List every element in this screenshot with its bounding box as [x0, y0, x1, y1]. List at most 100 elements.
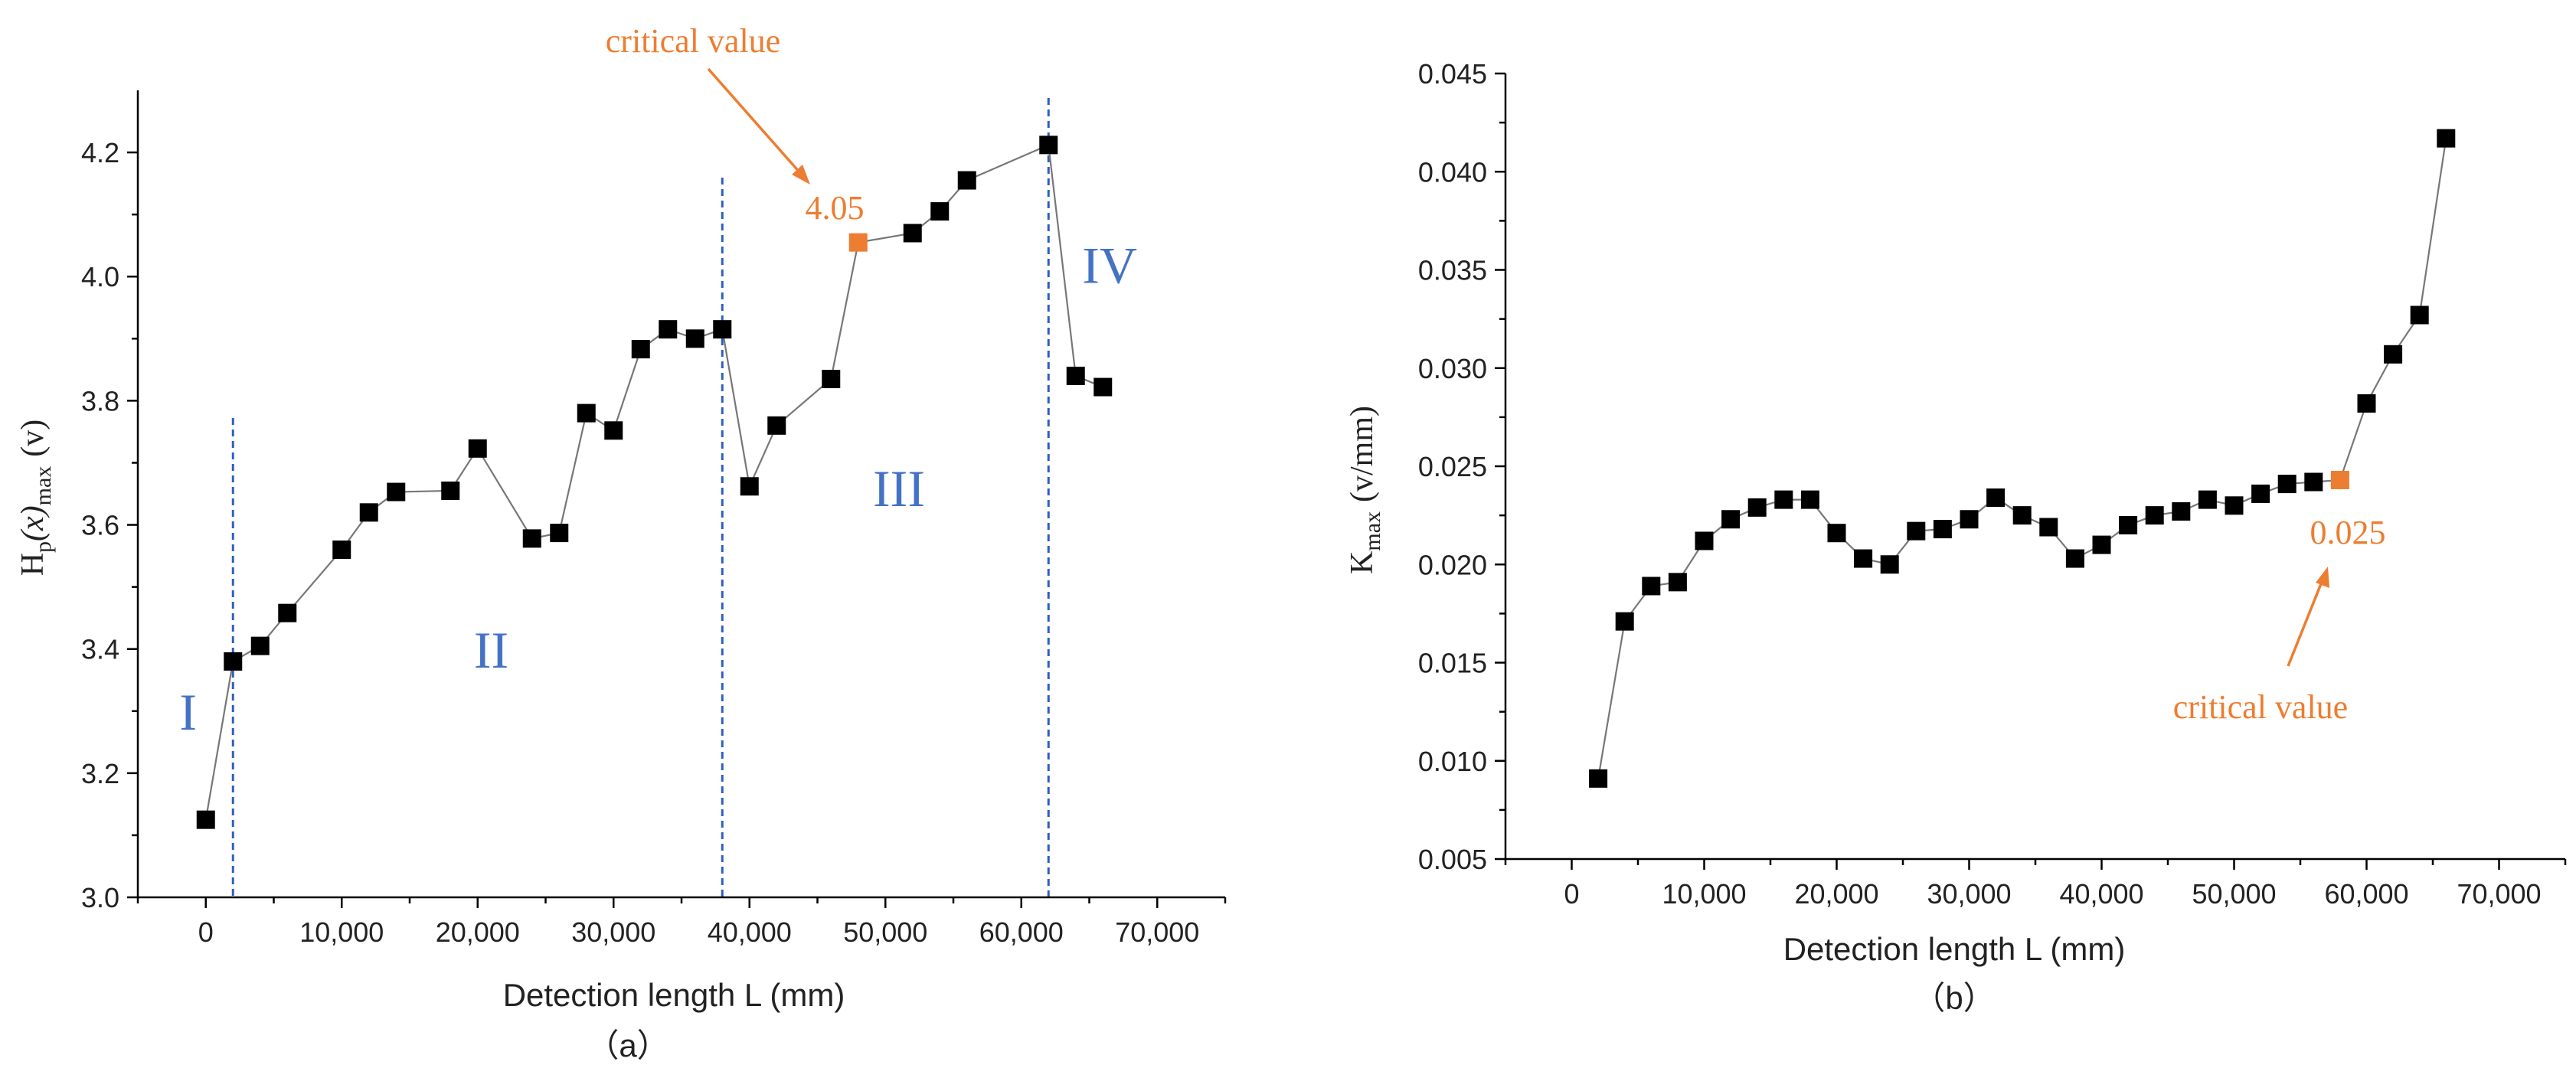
a-caption: （a） [587, 1027, 669, 1063]
a-region-label: IV [1082, 236, 1137, 294]
a-y-axis-title: Hp(x)max (v) [15, 420, 56, 577]
b-y-tick-label: 0.020 [1418, 549, 1487, 580]
a-data-point [278, 603, 297, 622]
b-data-point [1960, 510, 1979, 529]
a-data-point [1093, 377, 1113, 397]
a-critical-point [848, 233, 868, 252]
a-y-tick-label: 3.4 [81, 634, 119, 665]
a-data-point [387, 482, 406, 501]
b-annotation-arrowhead [2316, 567, 2329, 588]
b-data-point [1986, 488, 2006, 508]
b-x-tick-label: 30,000 [1927, 878, 2011, 910]
b-y-axis-title: Kmax (v/mm) [1345, 406, 1385, 574]
b-data-point [1827, 524, 1846, 543]
b-data-point [1695, 531, 1714, 550]
a-data-point [441, 481, 460, 500]
a-data-point [631, 340, 650, 359]
b-y-tick-label: 0.015 [1418, 648, 1487, 679]
b-series-line [1597, 138, 2447, 779]
b-data-point [1907, 521, 1926, 541]
b-data-point [1880, 555, 1899, 574]
a-y-tick-label: 4.0 [81, 261, 119, 292]
a-data-point [1039, 136, 1058, 155]
a-y-tick-label: 3.6 [81, 510, 119, 541]
b-y-tick-label: 0.025 [1418, 451, 1487, 482]
b-y-tick-label: 0.030 [1418, 353, 1487, 384]
b-critical-value-label: 0.025 [2310, 514, 2386, 551]
a-ylabel-paren: (x) [15, 505, 51, 541]
a-x-tick-label: 70,000 [1115, 916, 1199, 948]
a-markers [196, 136, 1113, 829]
b-x-axis-title: Detection length L (mm) [1783, 931, 2126, 967]
a-annotation-critical-value: critical value [606, 22, 780, 60]
b-data-point [2410, 305, 2429, 325]
b-y-tick-label: 0.010 [1418, 746, 1487, 777]
b-x-tick-label: 70,000 [2457, 878, 2541, 910]
a-data-point [577, 403, 596, 423]
b-y-tick-label: 0.005 [1418, 844, 1487, 875]
b-axes [1504, 74, 2565, 861]
a-data-point [604, 421, 623, 440]
b-data-point [2092, 535, 2111, 554]
b-data-point [1800, 490, 1819, 509]
b-x-tick-label: 50,000 [2192, 878, 2276, 910]
b-annotation-arrow [2287, 581, 2323, 667]
b-data-point [2065, 549, 2084, 568]
a-ylabel-sub2: max [31, 466, 56, 506]
a-data-point [685, 329, 704, 348]
b-data-point [1774, 490, 1793, 509]
a-data-point [930, 202, 950, 221]
a-data-point [522, 529, 541, 548]
a-x-tick-label: 10,000 [299, 916, 384, 948]
a-x-tick-label: 20,000 [436, 916, 520, 948]
b-x-tick-label: 40,000 [2059, 878, 2143, 910]
b-x-tick-label: 20,000 [1794, 878, 1878, 910]
b-data-point [1854, 549, 1873, 568]
a-data-point [1066, 366, 1085, 385]
a-data-point [196, 810, 215, 829]
b-data-point [2172, 501, 2191, 521]
b-data-point [2225, 496, 2244, 515]
b-data-point [2384, 345, 2403, 364]
a-data-point [250, 636, 270, 655]
b-y-tick-label: 0.040 [1418, 156, 1487, 188]
a-ticks: 0 10,000 20,000 30,000 40,000 50,000 60,000 70,… [81, 137, 1227, 948]
a-x-tick-label: 60,000 [979, 916, 1064, 948]
b-data-point [1668, 573, 1687, 592]
a-data-point [550, 524, 569, 543]
b-y-tick-label: 0.045 [1418, 58, 1487, 90]
b-data-point [2119, 515, 2138, 534]
a-annotation-arrow [707, 67, 802, 175]
b-x-tick-label: 10,000 [1662, 878, 1746, 910]
a-axes [136, 90, 1225, 899]
b-data-point [1747, 498, 1767, 517]
a-data-point [822, 370, 841, 389]
a-data-point [903, 224, 922, 243]
b-data-point [2251, 484, 2270, 503]
a-annotation-arrowhead [792, 165, 810, 185]
a-x-tick-label: 50,000 [843, 916, 927, 948]
b-data-point [2304, 472, 2323, 492]
a-region-label: II [474, 621, 508, 679]
b-ylabel-unit: (v/mm) [1345, 406, 1380, 502]
a-data-point [224, 652, 243, 671]
a-data-point [332, 540, 351, 559]
b-data-point [2198, 490, 2217, 509]
b-y-tick-label: 0.035 [1418, 255, 1487, 286]
b-x-tick-label: 60,000 [2324, 878, 2408, 910]
a-critical-value-label: 4.05 [806, 189, 865, 227]
b-series-layer [1597, 138, 2447, 779]
a-data-point [740, 477, 759, 496]
a-x-tick-label: 40,000 [708, 916, 792, 948]
b-ticks: 0 10,000 20,000 30,000 40,000 50,000 60,000 70,… [1418, 58, 2567, 910]
a-ylabel-unit: (v) [15, 420, 51, 457]
a-x-tick-label: 30,000 [571, 916, 655, 948]
b-critical-point [2330, 470, 2349, 489]
a-data-point [713, 320, 732, 339]
a-divider-layer [231, 98, 1050, 897]
a-region-label: I [179, 683, 197, 741]
b-caption: （b） [1913, 980, 1995, 1016]
b-data-point [2277, 475, 2296, 494]
